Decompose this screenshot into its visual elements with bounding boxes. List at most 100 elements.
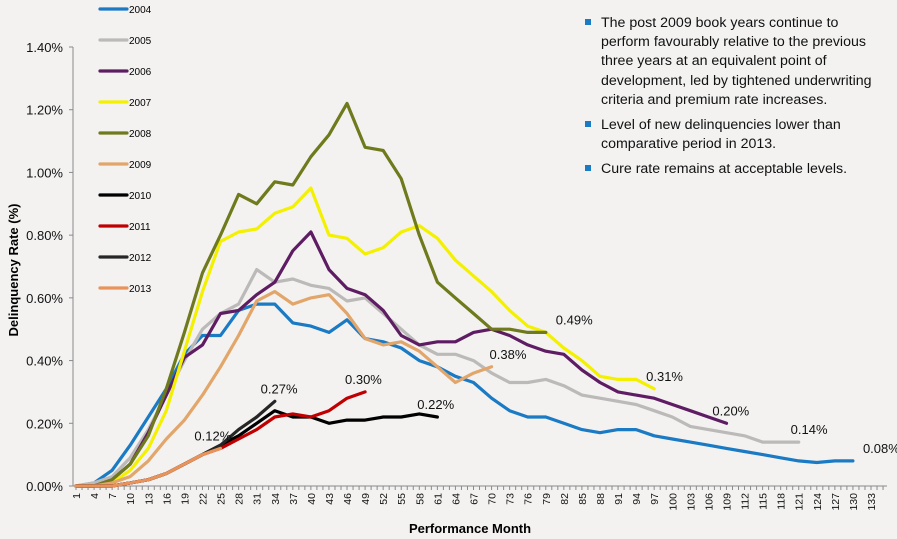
legend-item-2013: 2013 bbox=[98, 284, 152, 295]
legend: 2004 2005 2006 2007 2008 2009 2010 2011 2012 2013 bbox=[98, 5, 152, 295]
y-tick-label: 1.20% bbox=[26, 103, 63, 118]
legend-label: 2010 bbox=[129, 191, 152, 202]
x-tick-label: 70 bbox=[487, 493, 499, 505]
x-tick-label: 1 bbox=[71, 493, 83, 499]
x-tick-label: 109 bbox=[721, 493, 733, 511]
legend-label: 2007 bbox=[129, 98, 152, 109]
legend-label: 2004 bbox=[129, 5, 152, 16]
legend-label: 2005 bbox=[129, 36, 152, 47]
commentary-bullet: Cure rate remains at acceptable levels. bbox=[585, 160, 890, 179]
x-tick-label: 91 bbox=[613, 493, 625, 505]
legend-label: 2009 bbox=[129, 160, 152, 171]
x-tick-label: 76 bbox=[523, 493, 535, 505]
x-tick-label: 121 bbox=[794, 493, 806, 511]
x-axis-title: Performance Month bbox=[409, 521, 531, 536]
y-tick-label: 0.20% bbox=[26, 416, 63, 431]
series-line-2005 bbox=[74, 268, 801, 488]
legend-item-2009: 2009 bbox=[98, 160, 152, 171]
data-label: 0.08% bbox=[863, 441, 897, 456]
data-label: 0.38% bbox=[490, 347, 527, 362]
x-tick-label: 124 bbox=[812, 493, 824, 511]
data-label: 0.31% bbox=[646, 369, 683, 384]
commentary-bullets: The post 2009 book years continue to per… bbox=[585, 14, 890, 186]
x-tick-label: 40 bbox=[306, 493, 318, 505]
data-label: 0.22% bbox=[417, 397, 454, 412]
series-line-2013 bbox=[74, 446, 223, 488]
y-tick-label: 0.80% bbox=[26, 228, 63, 243]
bullet-square-icon bbox=[585, 165, 591, 172]
y-tick-label: 1.40% bbox=[26, 40, 63, 55]
x-tick-label: 115 bbox=[758, 493, 770, 510]
x-tick-label: 61 bbox=[432, 493, 444, 505]
bullet-text: Cure rate remains at acceptable levels. bbox=[601, 161, 848, 178]
x-tick-label: 34 bbox=[270, 493, 282, 505]
legend-label: 2013 bbox=[129, 284, 152, 295]
x-tick-label: 79 bbox=[541, 493, 553, 505]
x-tick-label: 133 bbox=[866, 493, 878, 511]
x-tick-label: 118 bbox=[776, 493, 788, 510]
x-tick-label: 7 bbox=[107, 493, 119, 499]
series-line-2007 bbox=[74, 186, 656, 488]
data-label: 0.12% bbox=[194, 428, 231, 443]
y-tick-label: 0.40% bbox=[26, 354, 63, 369]
x-tick-label: 106 bbox=[703, 493, 715, 511]
x-tick-label: 85 bbox=[577, 493, 589, 505]
x-tick-label: 130 bbox=[848, 493, 860, 511]
data-label: 0.30% bbox=[345, 372, 382, 387]
x-tick-label: 43 bbox=[324, 493, 336, 505]
bullet-text: Level of new delinquencies lower than co… bbox=[601, 117, 841, 153]
legend-label: 2012 bbox=[129, 253, 152, 264]
legend-label: 2006 bbox=[129, 67, 152, 78]
x-tick-label: 22 bbox=[197, 493, 209, 505]
legend-item-2006: 2006 bbox=[98, 67, 152, 78]
x-tick-label: 67 bbox=[469, 493, 481, 505]
commentary-bullet: Level of new delinquencies lower than co… bbox=[585, 116, 890, 154]
data-label: 0.49% bbox=[556, 312, 593, 327]
x-tick-label: 25 bbox=[216, 493, 228, 505]
x-tick-label: 82 bbox=[559, 493, 571, 505]
legend-item-2008: 2008 bbox=[98, 129, 152, 140]
bullet-square-icon bbox=[585, 121, 591, 128]
x-tick-label: 52 bbox=[378, 493, 390, 505]
legend-item-2005: 2005 bbox=[98, 36, 152, 47]
x-tick-label: 127 bbox=[830, 493, 842, 511]
series-line-2009 bbox=[74, 290, 494, 488]
y-tick-label: 1.00% bbox=[26, 165, 63, 180]
x-tick-label: 64 bbox=[450, 493, 462, 505]
series-line-2006 bbox=[74, 230, 729, 488]
x-tick-label: 112 bbox=[740, 493, 752, 510]
x-tick-label: 16 bbox=[161, 493, 173, 505]
x-tick-label: 97 bbox=[649, 493, 661, 505]
x-tick-label: 73 bbox=[505, 493, 517, 505]
legend-label: 2011 bbox=[129, 222, 151, 233]
legend-item-2004: 2004 bbox=[98, 5, 152, 16]
legend-item-2012: 2012 bbox=[98, 253, 152, 264]
y-tick-label: 0.00% bbox=[26, 479, 63, 494]
x-tick-label: 37 bbox=[288, 493, 300, 505]
x-tick-label: 94 bbox=[631, 493, 643, 505]
x-tick-label: 55 bbox=[396, 493, 408, 505]
x-tick-label: 49 bbox=[360, 493, 372, 505]
x-tick-label: 4 bbox=[89, 493, 101, 499]
legend-label: 2008 bbox=[129, 129, 152, 140]
x-tick-label: 10 bbox=[125, 493, 137, 505]
y-axis-title: Delinquency Rate (%) bbox=[6, 204, 21, 337]
x-tick-label: 31 bbox=[252, 493, 264, 505]
series-line-2008 bbox=[74, 101, 548, 488]
legend-item-2010: 2010 bbox=[98, 191, 152, 202]
axes: 0.00% 0.20% 0.40% 0.60% 0.80% 1.00% 1.20% 1.40%… bbox=[26, 40, 887, 511]
x-tick-label: 103 bbox=[685, 493, 697, 511]
data-label: 0.27% bbox=[261, 381, 298, 396]
data-label: 0.20% bbox=[712, 403, 749, 418]
legend-item-2011: 2011 bbox=[98, 222, 151, 233]
x-tick-label: 46 bbox=[342, 493, 354, 505]
data-label: 0.14% bbox=[791, 422, 828, 437]
x-tick-label: 100 bbox=[667, 493, 679, 511]
x-tick-label: 58 bbox=[414, 493, 426, 505]
y-tick-label: 0.60% bbox=[26, 291, 63, 306]
x-tick-label: 88 bbox=[595, 493, 607, 505]
x-tick-label: 13 bbox=[143, 493, 155, 505]
legend-item-2007: 2007 bbox=[98, 98, 152, 109]
x-tick-label: 19 bbox=[179, 493, 191, 505]
